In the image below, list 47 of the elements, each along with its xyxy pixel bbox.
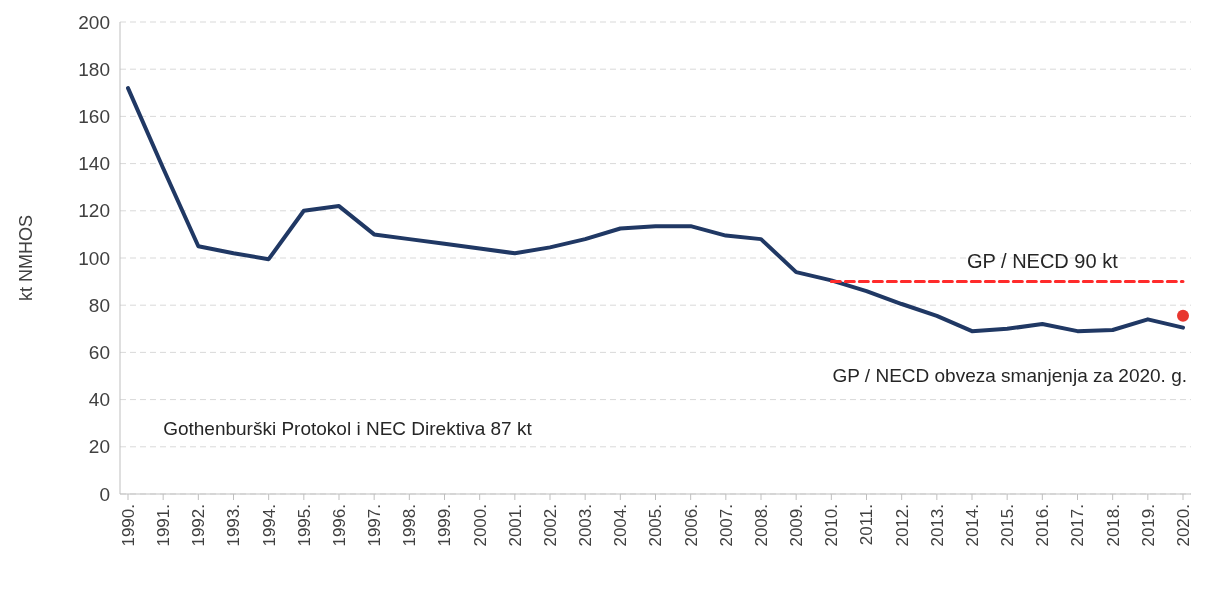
annotation: GP / NECD 90 kt <box>966 249 1119 272</box>
y-tick-label: 100 <box>78 247 110 269</box>
annotation: GP / NECD obveza smanjenja za 2020. g. <box>832 365 1187 387</box>
y-tick-label: 200 <box>78 11 110 33</box>
x-tick-label: 2000. <box>470 504 490 547</box>
x-tick-label: 1992. <box>189 504 209 547</box>
x-tick-label: 2018. <box>1103 504 1123 547</box>
x-tick-label: 1990. <box>118 504 138 547</box>
x-tick-label: 2013. <box>927 504 947 547</box>
x-tick-label: 2012. <box>892 504 912 547</box>
y-tick-label: 20 <box>88 436 110 458</box>
x-tick-label: 2014. <box>962 504 982 547</box>
y-tick-label: 180 <box>78 58 110 80</box>
x-tick-label: 2020. <box>1173 504 1193 547</box>
y-tick-label: 40 <box>88 389 110 411</box>
x-tick-label: 1995. <box>294 504 314 547</box>
x-tick-label: 2009. <box>787 504 807 547</box>
x-tick-label: 2011. <box>857 504 877 546</box>
annotation: Gothenburški Protokol i NEC Direktiva 87 kt <box>163 418 533 439</box>
x-tick-label: 1998. <box>400 504 420 547</box>
y-tick-label: 0 <box>99 483 110 505</box>
x-tick-label: 2019. <box>1138 504 1158 547</box>
x-tick-label: 2006. <box>681 504 701 547</box>
x-tick-label: 2003. <box>576 504 596 547</box>
y-tick-label: 120 <box>78 200 110 222</box>
x-tick-label: 2015. <box>998 504 1018 547</box>
x-tick-label: 2004. <box>611 504 631 547</box>
x-tick-label: 2016. <box>1033 504 1053 547</box>
x-tick-label: 1991. <box>154 504 174 547</box>
line-series <box>126 86 1185 334</box>
x-tick-label: 1996. <box>329 504 349 547</box>
y-axis-title: kt NMHOS <box>16 214 36 302</box>
y-tick-label: 140 <box>78 153 110 175</box>
x-tick-label: 2001. <box>505 504 525 547</box>
y-tick-label: 160 <box>78 106 110 128</box>
x-tick-label: 2010. <box>822 504 842 547</box>
y-tick-label: 60 <box>88 342 110 364</box>
x-tick-label: 2008. <box>751 504 771 547</box>
x-tick-label: 1997. <box>365 504 385 547</box>
x-tick-label: 2002. <box>540 504 560 547</box>
x-tick-label: 2017. <box>1068 504 1088 547</box>
x-tick-label: 1999. <box>435 504 455 547</box>
x-tick-label: 1993. <box>224 504 244 547</box>
x-tick-label: 1994. <box>259 504 279 547</box>
y-tick-label: 80 <box>88 294 110 316</box>
x-tick-label: 2005. <box>646 504 666 547</box>
x-tick-label: 2007. <box>716 504 736 547</box>
